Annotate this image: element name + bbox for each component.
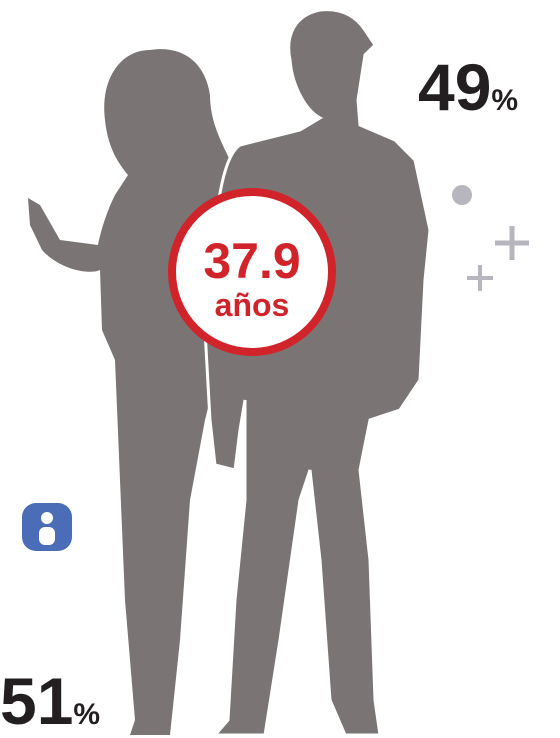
women-unit: %: [73, 698, 100, 731]
infographic: 37.9 años 49% 51%: [0, 0, 560, 738]
men-unit: %: [491, 84, 518, 117]
person-icon: [22, 503, 72, 551]
plus-icon: [495, 226, 529, 260]
women-value: 51: [0, 664, 73, 738]
men-value: 49: [418, 50, 491, 124]
plus-icon: [467, 265, 493, 291]
woman-silhouette: [28, 49, 230, 735]
age-value: 37.9: [203, 233, 300, 289]
men-percent: 49%: [418, 50, 518, 124]
dot: [452, 185, 472, 205]
man-silhouette: [205, 10, 430, 735]
age-unit: años: [215, 287, 290, 323]
women-percent: 51%: [0, 664, 100, 738]
